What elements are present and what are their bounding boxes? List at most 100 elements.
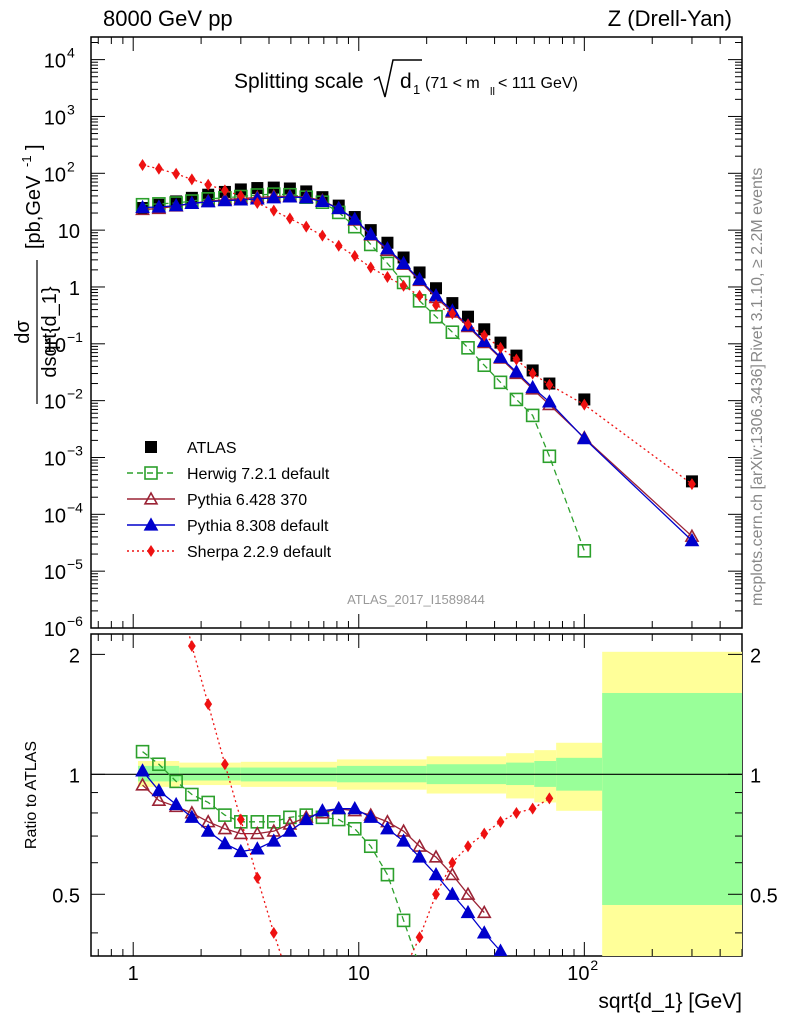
analysis-watermark: ATLAS_2017_I1589844 <box>347 592 485 607</box>
sherpa-2-2-9-default-point-24 <box>528 367 537 380</box>
sherpa-2-2-9-default-ratio-point-10 <box>302 1015 310 1024</box>
ylabel-unit: [pb,GeV <box>23 175 45 249</box>
sherpa-2-2-9-default-ratio-point-2 <box>172 575 180 587</box>
sherpa-2-2-9-default-ratio-point-4 <box>204 698 213 711</box>
pythia-8-308-default-line <box>142 196 693 542</box>
sherpa-2-2-9-default-point-2 <box>172 167 181 180</box>
herwig-7-2-1-default-ratio-point-9 <box>283 810 297 825</box>
legend: ATLAS Herwig 7.2.1 default Pythia 6.428 37… <box>127 440 332 561</box>
sherpa-2-2-9-default-point-13 <box>350 250 359 263</box>
herwig-7-2-1-default-point-26 <box>577 544 592 558</box>
pythia-8-308-default-point-15 <box>380 241 395 255</box>
sherpa-2-2-9-default-point-25 <box>545 378 554 391</box>
legend-marker-pythia-6-428-370 <box>143 491 159 505</box>
y-tick-label-1: 10 <box>44 107 66 129</box>
y-tick-label-8: 10 <box>44 505 66 527</box>
sherpa-2-2-9-default-point-16 <box>399 279 408 292</box>
y-axis-label-top: dσ dsqrt{d_1} [pb,GeV -1 ] <box>12 144 61 404</box>
sherpa-2-2-9-default-point-18 <box>432 299 440 312</box>
sherpa-2-2-9-default-point-5 <box>221 184 229 197</box>
pythia-8-308-default-point-1 <box>151 199 167 213</box>
pythia-6-428-370-line <box>142 195 693 537</box>
pythia-8-308-default-point-24 <box>525 379 541 394</box>
sherpa-2-2-9-default-point-26 <box>580 398 589 411</box>
ratio-y-axis-label: Ratio to ATLAS <box>23 741 40 849</box>
pythia-8-308-default-ratio-point-19 <box>445 886 460 900</box>
y-tick-label-exp-8: −4 <box>67 499 83 515</box>
y-tick-label-exp-5: −1 <box>67 329 83 345</box>
sherpa-2-2-9-default-ratio-point-17 <box>415 931 424 944</box>
atlas-point-7 <box>251 182 264 195</box>
pythia-8-308-default-ratio-point-1 <box>151 783 167 797</box>
pythia-8-308-default-ratio-point-18 <box>428 867 444 881</box>
y-tick-label-10: 10 <box>44 619 66 641</box>
pythia-8-308-default-point-0 <box>135 199 150 214</box>
pythia-8-308-default-ratio-point-9 <box>282 823 298 837</box>
pythia-8-308-default-ratio-point-21 <box>476 925 492 939</box>
sherpa-2-2-9-default-ratio-point-7 <box>253 871 262 884</box>
y-tick-label-exp-0: 4 <box>67 45 75 61</box>
pythia-8-308-default-point-9 <box>282 189 298 203</box>
legend-label-herwig-7-2-1-default: Herwig 7.2.1 default <box>187 466 330 483</box>
pythia-8-308-default-ratio-point-23 <box>510 966 522 977</box>
herwig-7-2-1-default-point-15 <box>380 256 395 271</box>
herwig-7-2-1-default-ratio-point-17 <box>414 960 426 972</box>
sherpa-2-2-9-default-point-6 <box>236 189 245 202</box>
sherpa-2-2-9-default-point-23 <box>512 353 521 366</box>
ratio-band-inner-8 <box>602 692 742 905</box>
herwig-7-2-1-default-point-19 <box>445 325 460 340</box>
axis-tick-labels: 1 10 10 210 410 310 210110−110−210−310−410−510… <box>44 45 778 985</box>
sherpa-2-2-9-default-ratio-point-9 <box>286 977 294 989</box>
pythia-8-308-default-point-4 <box>200 194 216 208</box>
ylabel-unit-exp: -1 <box>19 155 34 167</box>
y-tick-label-exp-1: 3 <box>67 101 75 117</box>
y-tick-label-7: 10 <box>44 448 66 470</box>
sherpa-2-2-9-default-point-22 <box>496 341 505 354</box>
sherpa-2-2-9-default-ratio-point-24 <box>528 802 537 815</box>
pythia-8-308-default-ratio-point-11 <box>315 803 330 817</box>
sherpa-2-2-9-default-ratio-point-18 <box>432 888 440 901</box>
axis-ticks <box>91 37 743 956</box>
herwig-7-2-1-default-ratio-point-5 <box>218 808 232 822</box>
sherpa-2-2-9-default-ratio-point-25 <box>545 792 554 805</box>
x-tick-label-0: 1 <box>128 963 139 985</box>
pythia-8-308-default-point-17 <box>412 271 427 286</box>
pythia-8-308-default-ratio-point-10 <box>298 811 314 826</box>
herwig-7-2-1-default-ratio-point-2 <box>169 774 183 789</box>
sherpa-2-2-9-default-point-9 <box>285 212 294 225</box>
ylabel-denominator: dsqrt{d_1} <box>39 286 61 378</box>
pythia-6-428-370-ratio-point-7 <box>249 825 265 840</box>
sherpa-2-2-9-default-ratio-point-1 <box>155 516 163 528</box>
pythia-8-308-default-point-25 <box>542 394 557 408</box>
sherpa-2-2-9-default-ratio-point-20 <box>464 840 472 853</box>
chart-title: Splitting scale d 1 (71 < m ll < 111 GeV… <box>234 59 578 98</box>
legend-marker-herwig-7-2-1-default <box>144 466 158 480</box>
y-tick-label-3: 10 <box>58 221 80 243</box>
y-tick-label-5: 10 <box>44 335 66 357</box>
herwig-7-2-1-default-ratio-point-14 <box>363 839 378 854</box>
pythia-8-308-default-point-5 <box>217 193 233 207</box>
sherpa-2-2-9-default-ratio-point-19 <box>448 856 457 869</box>
sherpa-2-2-9-default-point-1 <box>155 162 163 175</box>
x-tick-label-1: 10 <box>348 963 370 985</box>
ratio-tick-label-right-2: 2 <box>750 645 761 667</box>
title-cut-suffix: < 111 GeV) <box>498 75 578 92</box>
ratio-tick-label-right-1: 1 <box>750 765 761 787</box>
sherpa-2-2-9-default-ratio-point-23 <box>512 806 521 819</box>
herwig-7-2-1-default-ratio-point-3 <box>185 787 199 802</box>
herwig-7-2-1-default-ratio-line <box>142 751 417 956</box>
sherpa-2-2-9-default-point-21 <box>480 329 489 342</box>
sherpa-2-2-9-default-ratio-point-8 <box>269 926 278 939</box>
y-tick-label-exp-2: 2 <box>67 158 75 174</box>
pythia-8-308-default-ratio-point-17 <box>412 849 427 863</box>
ratio-tick-label-left-1: 1 <box>69 765 80 787</box>
sherpa-2-2-9-default-ratio-point-5 <box>221 758 229 771</box>
pythia-8-308-default-point-23 <box>509 364 524 378</box>
sherpa-2-2-9-default-ratio-point-15 <box>384 1008 392 1020</box>
main-series <box>135 158 700 558</box>
pythia-8-308-default-ratio-point-22 <box>493 943 508 956</box>
y-tick-label-4: 1 <box>69 278 80 300</box>
rivet-version-label: Rivet 3.1.10, ≥ 2.2M events <box>749 168 766 363</box>
pythia-8-308-default-ratio-point-3 <box>184 809 200 823</box>
